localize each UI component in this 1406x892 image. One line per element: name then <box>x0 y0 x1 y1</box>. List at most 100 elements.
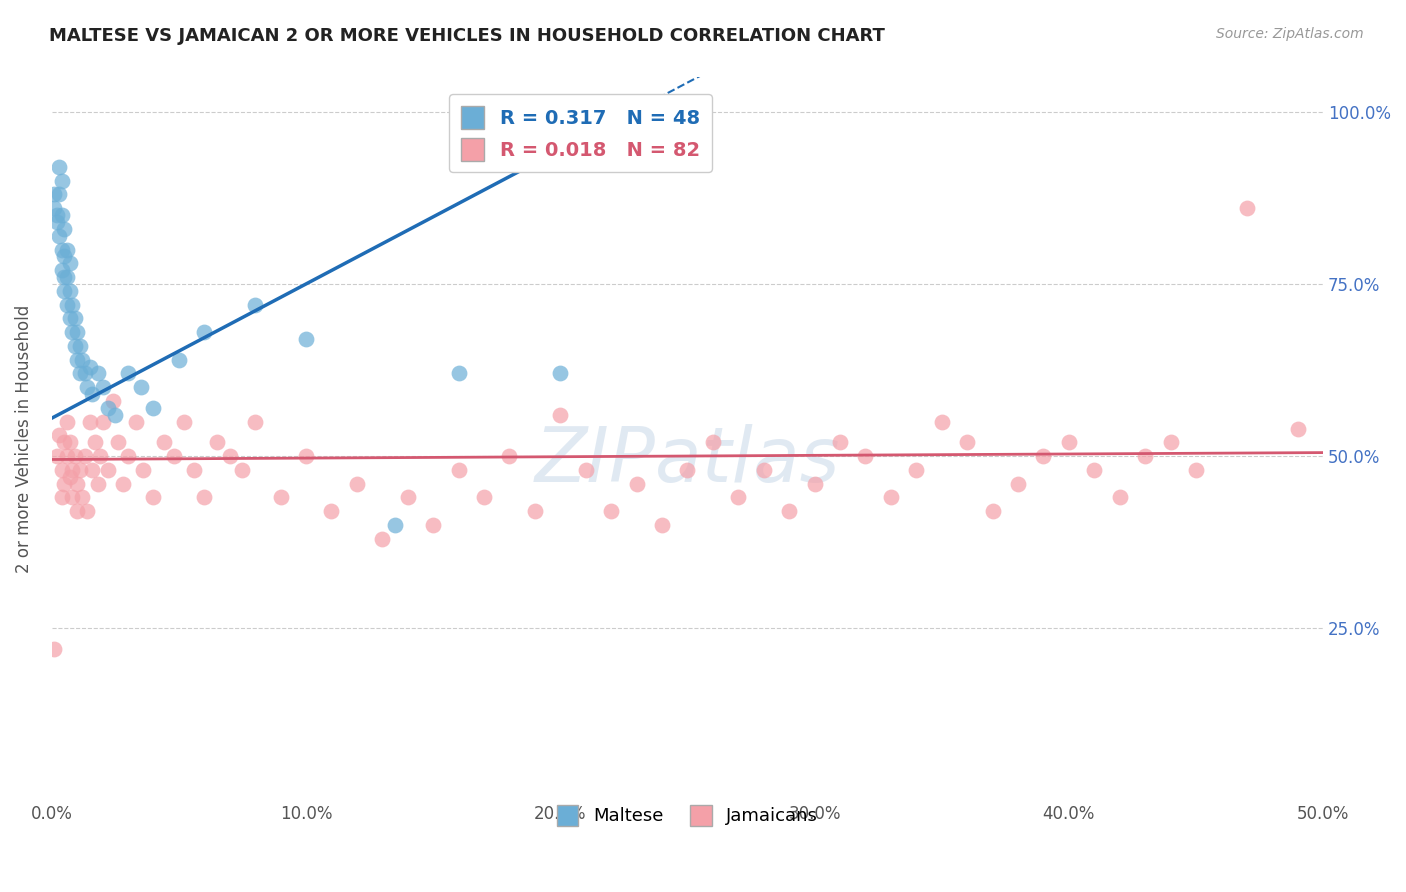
Point <box>142 491 165 505</box>
Point <box>84 435 107 450</box>
Point <box>53 270 76 285</box>
Point <box>76 504 98 518</box>
Point <box>117 449 139 463</box>
Point <box>69 339 91 353</box>
Point <box>371 532 394 546</box>
Point <box>295 332 318 346</box>
Point <box>97 401 120 415</box>
Point <box>60 325 83 339</box>
Point <box>51 243 73 257</box>
Point <box>72 352 94 367</box>
Point <box>1057 435 1080 450</box>
Point <box>73 449 96 463</box>
Point <box>243 297 266 311</box>
Legend: Maltese, Jamaicans: Maltese, Jamaicans <box>548 796 827 835</box>
Point <box>600 504 623 518</box>
Text: MALTESE VS JAMAICAN 2 OR MORE VEHICLES IN HOUSEHOLD CORRELATION CHART: MALTESE VS JAMAICAN 2 OR MORE VEHICLES I… <box>49 27 886 45</box>
Point <box>163 449 186 463</box>
Point <box>51 208 73 222</box>
Point <box>56 449 79 463</box>
Point <box>1007 476 1029 491</box>
Point <box>56 243 79 257</box>
Point <box>132 463 155 477</box>
Point <box>45 208 67 222</box>
Point <box>124 415 146 429</box>
Point <box>60 491 83 505</box>
Point <box>82 387 104 401</box>
Point <box>880 491 903 505</box>
Point <box>58 469 80 483</box>
Point <box>91 415 114 429</box>
Point <box>702 435 724 450</box>
Point <box>86 367 108 381</box>
Point <box>66 504 89 518</box>
Point <box>855 449 877 463</box>
Point <box>129 380 152 394</box>
Point <box>295 449 318 463</box>
Point <box>66 325 89 339</box>
Point <box>63 311 86 326</box>
Point <box>53 476 76 491</box>
Point <box>550 367 572 381</box>
Point <box>44 201 66 215</box>
Point <box>86 476 108 491</box>
Point <box>111 476 134 491</box>
Point <box>63 339 86 353</box>
Point <box>56 415 79 429</box>
Point <box>48 428 70 442</box>
Point <box>69 463 91 477</box>
Point <box>63 449 86 463</box>
Point <box>66 352 89 367</box>
Point <box>676 463 699 477</box>
Point <box>981 504 1004 518</box>
Point <box>53 222 76 236</box>
Point <box>48 187 70 202</box>
Point <box>51 174 73 188</box>
Point <box>53 284 76 298</box>
Point <box>447 367 470 381</box>
Point <box>51 263 73 277</box>
Point <box>58 284 80 298</box>
Point <box>89 449 111 463</box>
Point <box>346 476 368 491</box>
Point <box>82 463 104 477</box>
Point <box>1083 463 1105 477</box>
Point <box>173 415 195 429</box>
Point <box>72 491 94 505</box>
Point <box>1286 421 1309 435</box>
Point <box>79 415 101 429</box>
Point <box>727 491 749 505</box>
Point <box>142 401 165 415</box>
Point <box>53 435 76 450</box>
Point <box>550 408 572 422</box>
Point <box>472 491 495 505</box>
Point <box>205 435 228 450</box>
Point <box>76 380 98 394</box>
Point <box>384 517 406 532</box>
Point <box>51 463 73 477</box>
Point <box>45 449 67 463</box>
Point <box>447 463 470 477</box>
Point <box>104 408 127 422</box>
Point <box>183 463 205 477</box>
Point <box>498 449 520 463</box>
Y-axis label: 2 or more Vehicles in Household: 2 or more Vehicles in Household <box>15 305 32 573</box>
Point <box>270 491 292 505</box>
Point <box>1160 435 1182 450</box>
Point <box>101 394 124 409</box>
Point <box>321 504 343 518</box>
Point <box>1032 449 1054 463</box>
Point <box>66 476 89 491</box>
Point <box>626 476 648 491</box>
Point <box>53 249 76 263</box>
Point <box>243 415 266 429</box>
Point <box>931 415 953 429</box>
Point <box>107 435 129 450</box>
Point <box>575 463 598 477</box>
Point <box>69 367 91 381</box>
Point <box>422 517 444 532</box>
Point <box>803 476 825 491</box>
Point <box>56 297 79 311</box>
Point <box>58 256 80 270</box>
Point <box>117 367 139 381</box>
